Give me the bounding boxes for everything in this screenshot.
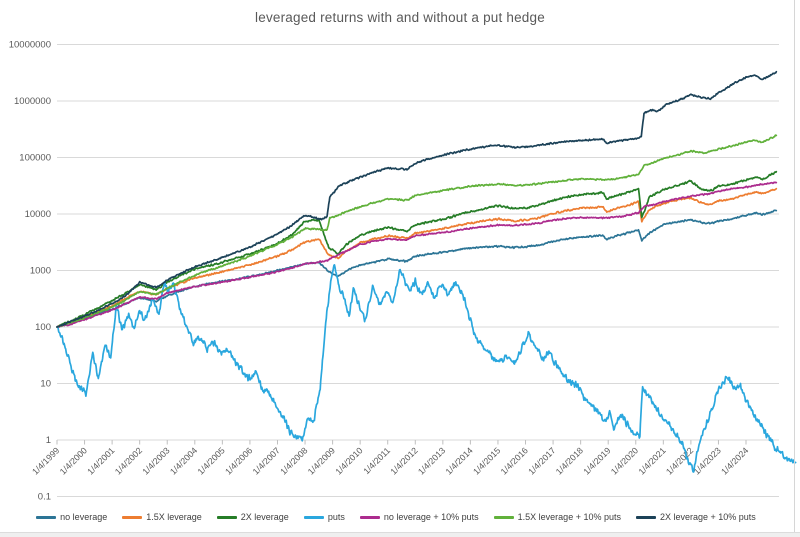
- x-axis-tick-label: 1/4/2014: [444, 445, 475, 476]
- x-axis-tick-label: 1/4/2004: [168, 445, 199, 476]
- x-axis-tick-label: 1/4/2006: [223, 445, 254, 476]
- pane-bottom-strip: [0, 532, 800, 537]
- chart-legend: no leverage 1.5X leverage 2X leverage puts n…: [0, 512, 792, 522]
- x-axis-tick-label: 1/4/2012: [388, 445, 419, 476]
- x-axis-tick-label: 1/4/2018: [554, 445, 585, 476]
- legend-item-1-5x-leverage-10-puts: 1.5X leverage + 10% puts: [493, 512, 621, 522]
- y-axis-tick-label: 1000: [30, 266, 51, 277]
- series-line-2x-leverage-10-puts: [56, 70, 778, 328]
- x-axis-tick-label: 1/4/2013: [416, 445, 447, 476]
- legend-item-1-5x-leverage: 1.5X leverage: [122, 512, 202, 522]
- x-axis-tick-label: 1/4/2024: [719, 445, 750, 476]
- x-axis-tick-label: 1/4/2015: [471, 445, 502, 476]
- legend-item-2x-leverage-10-puts: 2X leverage + 10% puts: [635, 512, 756, 522]
- y-axis-tick-label: 100: [35, 322, 51, 333]
- legend-label: 1.5X leverage: [146, 512, 202, 522]
- legend-item-2x-leverage: 2X leverage: [216, 512, 289, 522]
- legend-swatch: [122, 515, 143, 519]
- legend-item-no-leverage: no leverage: [36, 512, 107, 522]
- legend-swatch: [493, 515, 514, 519]
- x-axis-tick-label: 1/4/2002: [113, 445, 144, 476]
- y-axis-tick-label: 100000: [19, 153, 51, 164]
- x-axis-tick-label: 1/4/2011: [361, 445, 392, 476]
- legend-item-puts: puts: [303, 512, 345, 522]
- legend-label: puts: [327, 512, 345, 522]
- series-line-2x-leverage: [56, 170, 778, 329]
- x-axis-tick-label: 1/4/2007: [251, 445, 282, 476]
- x-axis-tick-label: 1/4/2005: [195, 445, 226, 476]
- y-axis-tick-label: 0.1: [38, 492, 51, 503]
- series-line-1-5x-leverage-10-puts: [56, 134, 778, 328]
- legend-swatch: [635, 515, 656, 519]
- legend-label: 2X leverage + 10% puts: [659, 512, 756, 522]
- y-axis-tick-label: 10: [40, 379, 51, 390]
- x-axis-tick-label: 1/4/1999: [30, 445, 61, 476]
- y-axis-tick-label: 10000000: [9, 40, 51, 51]
- x-axis-tick-label: 1/4/2009: [306, 445, 337, 476]
- x-axis-tick-label: 1/4/2021: [636, 445, 667, 476]
- y-axis-tick-label: 1000000: [14, 96, 51, 107]
- legend-swatch: [216, 515, 237, 519]
- x-axis-tick-label: 1/4/2003: [140, 445, 171, 476]
- x-axis-tick-label: 1/4/2020: [609, 445, 640, 476]
- legend-label: 1.5X leverage + 10% puts: [517, 512, 621, 522]
- legend-label: no leverage + 10% puts: [383, 512, 479, 522]
- x-axis-tick-label: 1/4/2017: [526, 445, 557, 476]
- legend-item-no-leverage-10-puts: no leverage + 10% puts: [359, 512, 479, 522]
- x-axis-tick-label: 1/4/2016: [499, 445, 530, 476]
- legend-swatch: [36, 515, 57, 519]
- legend-label: 2X leverage: [240, 512, 289, 522]
- x-axis-tick-label: 1/4/2001: [85, 445, 116, 476]
- legend-swatch: [359, 515, 380, 519]
- series-line-no-leverage: [56, 209, 778, 328]
- x-axis-tick-label: 1/4/2010: [333, 445, 364, 476]
- legend-label: no leverage: [60, 512, 108, 522]
- series-line-puts: [56, 264, 797, 473]
- series-line-1-5x-leverage: [56, 187, 778, 328]
- x-axis-tick-label: 1/4/2000: [58, 445, 89, 476]
- pane-divider: [794, 0, 795, 537]
- y-axis-tick-label: 10000: [25, 209, 51, 220]
- y-axis-tick-label: 1: [46, 435, 51, 446]
- x-axis-tick-label: 1/4/2022: [664, 445, 695, 476]
- x-axis-tick-label: 1/4/2008: [278, 445, 309, 476]
- x-axis-tick-label: 1/4/2019: [581, 445, 612, 476]
- series-line-no-leverage-10-puts: [56, 181, 778, 328]
- legend-swatch: [303, 515, 324, 519]
- chart-title: leveraged returns with and without a put…: [255, 10, 545, 25]
